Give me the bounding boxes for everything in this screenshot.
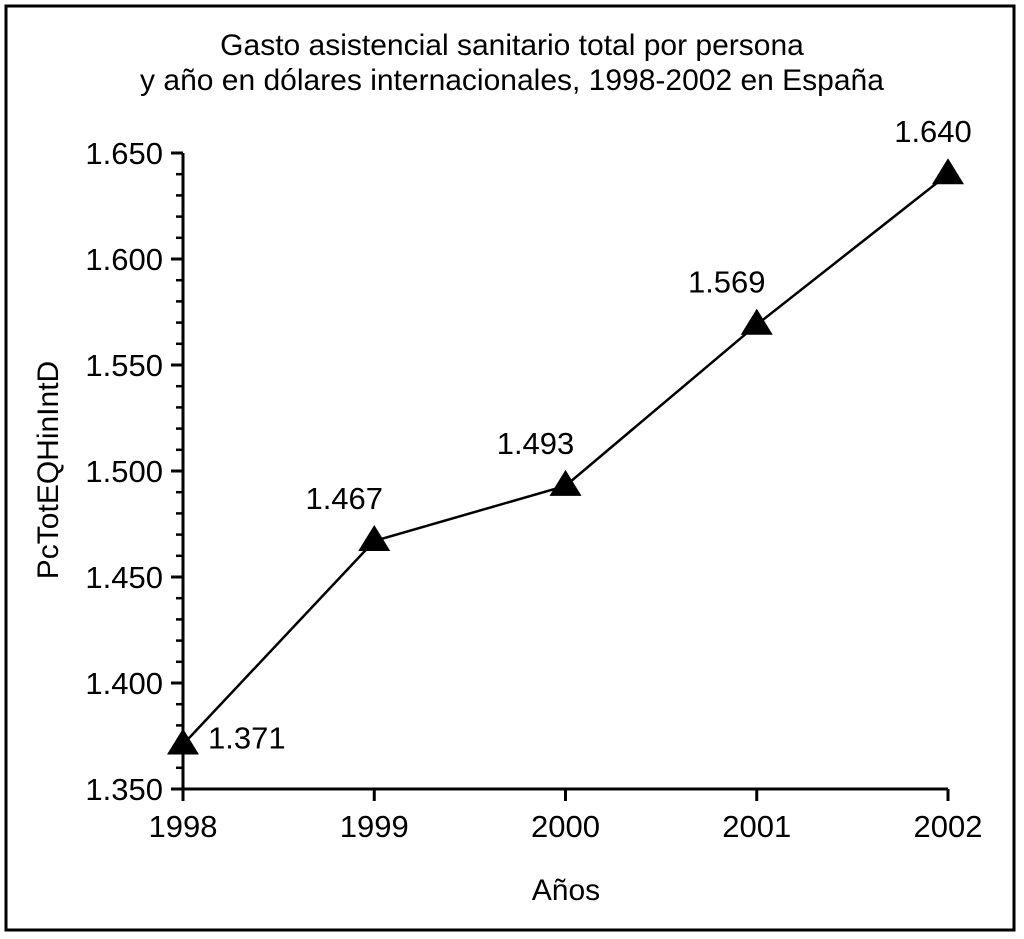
data-point-marker	[740, 308, 773, 335]
data-point-marker	[932, 158, 964, 185]
data-point-marker	[358, 524, 391, 551]
y-tick-label: 1.450	[85, 560, 163, 595]
x-tick-label: 1998	[149, 809, 218, 844]
x-tick-label: 2002	[914, 809, 983, 844]
x-tick-label: 2000	[531, 809, 600, 844]
chart-title-line-2: y año en dólares internacionales, 1998-2…	[140, 64, 884, 97]
data-label: 1.493	[497, 426, 575, 461]
chart-frame	[4, 4, 1016, 932]
data-point-marker	[167, 728, 199, 755]
data-label: 1.371	[208, 720, 286, 755]
data-label: 1.640	[894, 114, 972, 149]
y-tick-label: 1.350	[85, 772, 163, 807]
data-point-marker	[549, 469, 582, 496]
y-tick-label: 1.600	[85, 242, 163, 277]
data-label: 1.467	[305, 481, 383, 516]
x-tick-label: 2001	[722, 809, 791, 844]
y-tick-label: 1.650	[85, 136, 163, 171]
x-axis-label: Años	[532, 874, 600, 907]
chart-title-line-1: Gasto asistencial sanitario total por pe…	[220, 29, 804, 62]
data-label: 1.569	[688, 265, 766, 300]
y-tick-label: 1.400	[85, 666, 163, 701]
y-axis-label: PcTotEQHinIntD	[32, 361, 65, 579]
y-tick-label: 1.550	[85, 348, 163, 383]
y-tick-label: 1.500	[85, 454, 163, 489]
x-tick-label: 1999	[340, 809, 409, 844]
